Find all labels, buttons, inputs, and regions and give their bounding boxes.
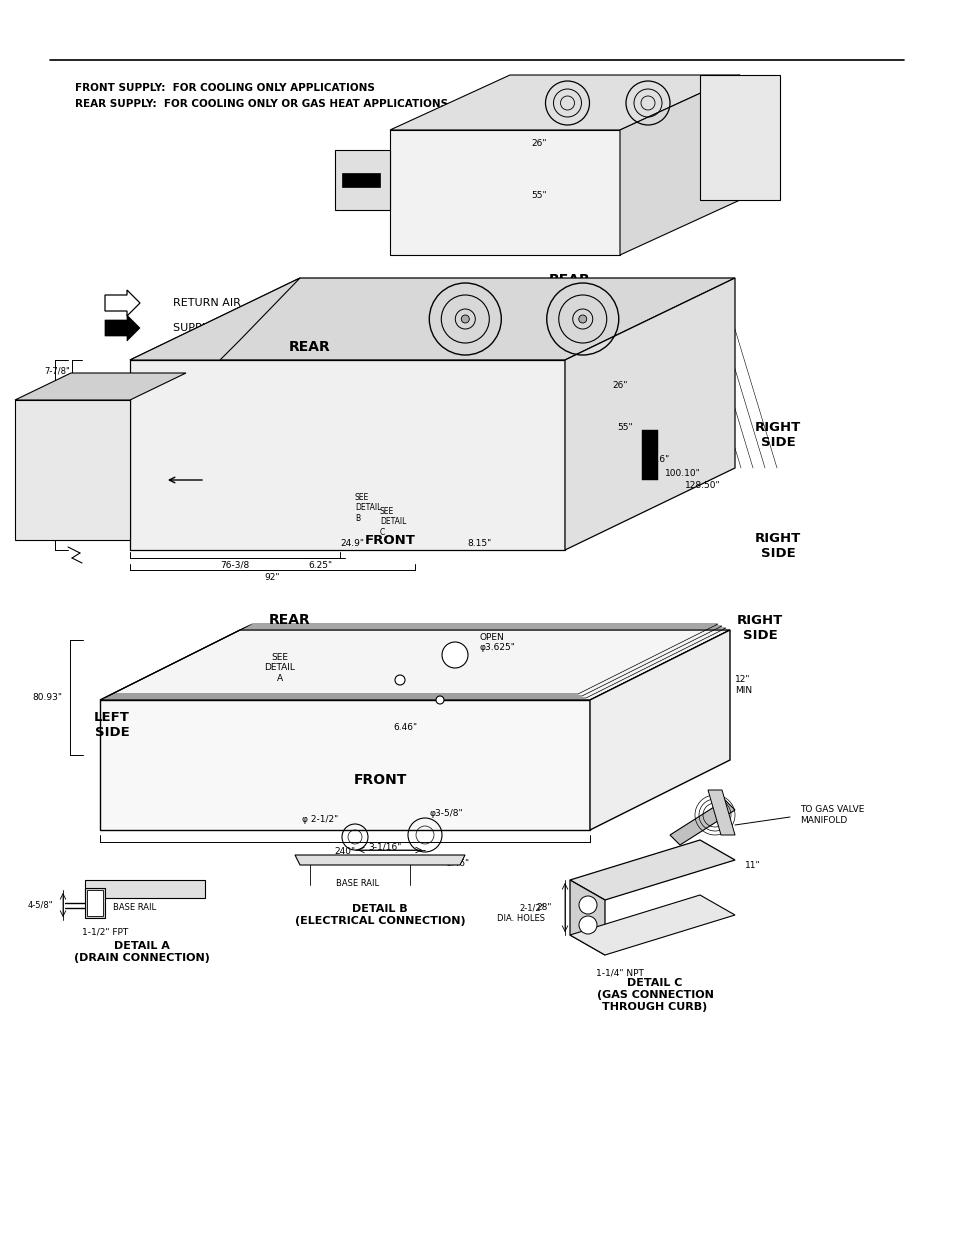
Text: OPEN: OPEN xyxy=(479,632,504,641)
Polygon shape xyxy=(589,630,729,830)
Text: 3-1/16": 3-1/16" xyxy=(368,842,401,851)
Text: 128.50": 128.50" xyxy=(684,482,720,490)
Text: 12"
MIN: 12" MIN xyxy=(734,676,751,695)
Polygon shape xyxy=(564,278,734,550)
Text: 24.9": 24.9" xyxy=(339,538,364,547)
Text: 1-1/4" NPT: 1-1/4" NPT xyxy=(596,968,643,977)
Text: REAR SUPPLY:  FOR COOLING ONLY OR GAS HEAT APPLICATIONS: REAR SUPPLY: FOR COOLING ONLY OR GAS HEA… xyxy=(75,99,448,109)
Polygon shape xyxy=(707,790,734,835)
Text: 6.46": 6.46" xyxy=(444,858,469,867)
Polygon shape xyxy=(130,278,734,359)
Polygon shape xyxy=(100,630,729,700)
Polygon shape xyxy=(641,430,658,480)
Text: 64": 64" xyxy=(31,451,47,459)
Text: FRONT SUPPLY:  FOR COOLING ONLY APPLICATIONS: FRONT SUPPLY: FOR COOLING ONLY APPLICATI… xyxy=(75,83,375,93)
Circle shape xyxy=(461,315,469,324)
Polygon shape xyxy=(700,75,780,200)
Circle shape xyxy=(578,897,597,914)
Polygon shape xyxy=(85,888,105,918)
Polygon shape xyxy=(105,315,140,341)
Text: 55": 55" xyxy=(531,190,546,200)
Circle shape xyxy=(436,697,443,704)
Text: 8.15": 8.15" xyxy=(467,538,492,547)
Polygon shape xyxy=(619,75,740,254)
Polygon shape xyxy=(105,290,140,316)
Text: 2-1/2"
DIA. HOLES: 2-1/2" DIA. HOLES xyxy=(497,903,544,923)
Text: φ3.625": φ3.625" xyxy=(479,642,516,652)
Polygon shape xyxy=(15,373,186,400)
Polygon shape xyxy=(130,278,299,359)
Text: BASE RAIL: BASE RAIL xyxy=(336,878,379,888)
Text: 6.46": 6.46" xyxy=(393,724,416,732)
Polygon shape xyxy=(100,700,589,830)
Text: RIGHT
SIDE: RIGHT SIDE xyxy=(754,421,801,450)
Polygon shape xyxy=(87,890,103,916)
Text: DETAIL C
(GAS CONNECTION
THROUGH CURB): DETAIL C (GAS CONNECTION THROUGH CURB) xyxy=(596,978,713,1011)
Text: 55": 55" xyxy=(617,424,632,432)
Text: 28": 28" xyxy=(536,903,552,911)
Polygon shape xyxy=(390,130,619,254)
Polygon shape xyxy=(341,173,379,186)
Text: 75.6": 75.6" xyxy=(644,456,669,464)
Circle shape xyxy=(578,916,597,934)
Text: 11": 11" xyxy=(744,861,760,869)
Text: SEE
DETAIL
C: SEE DETAIL C xyxy=(379,508,406,537)
Text: 76-3/8: 76-3/8 xyxy=(220,561,250,569)
Text: RIGHT
SIDE: RIGHT SIDE xyxy=(736,614,782,642)
Circle shape xyxy=(441,642,468,668)
Text: 7-7/8": 7-7/8" xyxy=(44,367,70,375)
Polygon shape xyxy=(85,881,205,898)
Text: REAR: REAR xyxy=(289,340,331,354)
Text: LEFT
SIDE: LEFT SIDE xyxy=(62,473,98,501)
Text: REAR: REAR xyxy=(269,613,311,627)
Text: 80.93": 80.93" xyxy=(32,693,62,701)
Polygon shape xyxy=(335,149,390,210)
Text: FRONT: FRONT xyxy=(364,534,415,547)
Text: 240": 240" xyxy=(335,847,355,857)
Text: DETAIL A
(DRAIN CONNECTION): DETAIL A (DRAIN CONNECTION) xyxy=(74,941,210,963)
Text: SUPPLY AIR: SUPPLY AIR xyxy=(172,324,235,333)
Polygon shape xyxy=(569,840,734,900)
Text: 4-5/8": 4-5/8" xyxy=(28,900,53,909)
Polygon shape xyxy=(130,359,564,550)
Polygon shape xyxy=(569,895,734,955)
Text: SEE
DETAIL
B: SEE DETAIL B xyxy=(355,493,381,522)
Text: RETURN AIR: RETURN AIR xyxy=(172,298,240,308)
Text: 100.10": 100.10" xyxy=(664,468,700,478)
Circle shape xyxy=(578,315,586,324)
Text: φ 2-1/2": φ 2-1/2" xyxy=(301,815,337,825)
Text: 1-1/2" FPT: 1-1/2" FPT xyxy=(82,927,128,936)
Text: FRONT: FRONT xyxy=(353,773,406,787)
Text: TO GAS VALVE
MANIFOLD: TO GAS VALVE MANIFOLD xyxy=(800,805,863,825)
Polygon shape xyxy=(569,881,604,955)
Text: 26": 26" xyxy=(612,380,627,389)
Text: LEFT
SIDE: LEFT SIDE xyxy=(94,711,130,739)
Polygon shape xyxy=(15,400,130,540)
Circle shape xyxy=(395,676,405,685)
Polygon shape xyxy=(390,75,740,130)
Text: 26": 26" xyxy=(531,140,546,148)
Text: REAR: REAR xyxy=(549,273,590,287)
Polygon shape xyxy=(669,800,734,845)
Text: 6.25": 6.25" xyxy=(308,561,332,569)
Text: 92": 92" xyxy=(264,573,279,582)
Text: REAR: REAR xyxy=(260,321,305,336)
Polygon shape xyxy=(294,855,464,864)
Text: RIGHT
SIDE: RIGHT SIDE xyxy=(754,532,801,559)
Text: SEE
DETAIL
A: SEE DETAIL A xyxy=(264,653,295,683)
Text: BASE RAIL: BASE RAIL xyxy=(113,904,156,913)
Text: DETAIL B
(ELECTRICAL CONNECTION): DETAIL B (ELECTRICAL CONNECTION) xyxy=(294,904,465,926)
Text: φ3-5/8": φ3-5/8" xyxy=(430,809,463,818)
